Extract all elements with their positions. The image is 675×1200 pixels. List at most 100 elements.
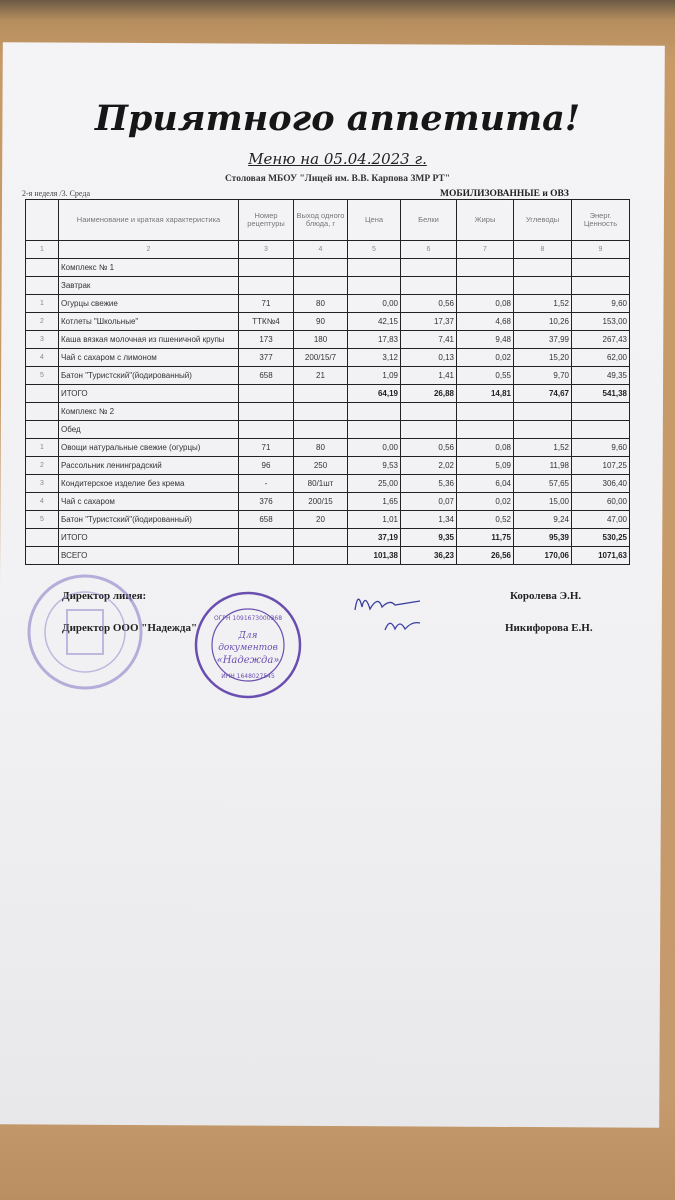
table-row: 3 Каша вязкая молочная из пшеничной крупы…: [25, 330, 630, 349]
portion-weight: 80/1шт: [293, 474, 348, 493]
table-row: 2 Котлеты "Школьные" ТТК№4 90 42,15 17,37 4,68…: [25, 312, 630, 331]
price: 42,15: [347, 312, 401, 331]
price: 3,12: [347, 348, 401, 367]
energy-value: 60,00: [571, 492, 630, 511]
proteins: 0,56: [400, 294, 457, 313]
total-label: ВСЕГО: [58, 546, 239, 565]
empty-cell: [456, 402, 514, 421]
empty-cell: [25, 420, 59, 439]
handwritten-signature: [354, 598, 421, 631]
energy-value: 9,60: [571, 438, 630, 457]
recipe-number: 377: [238, 348, 294, 367]
empty-cell: [238, 384, 294, 403]
carbohydrates: 9,70: [513, 366, 572, 385]
column-header: Энерг. Ценность: [571, 199, 630, 241]
meal-breakfast-label: Завтрак: [58, 276, 239, 295]
fats: 0,55: [456, 366, 514, 385]
empty-cell: [347, 276, 401, 295]
empty-cell: [400, 402, 457, 421]
portion-weight: 80: [293, 294, 348, 313]
ooo-director-name: Никифорова Е.Н.: [505, 622, 593, 634]
fats: 0,52: [456, 510, 514, 529]
row-index: 3: [25, 330, 59, 349]
carbohydrates: 10,26: [513, 312, 572, 331]
carbohydrates: 15,00: [513, 492, 572, 511]
meal-lunch: Обед: [25, 420, 630, 439]
energy-value: 49,35: [571, 366, 630, 385]
left-stamp: [27, 574, 143, 690]
carbohydrates: 1,52: [513, 438, 572, 457]
total-value: 36,23: [400, 546, 457, 565]
energy-value: 47,00: [571, 510, 630, 529]
empty-cell: [400, 276, 457, 295]
portion-weight: 200/15/7: [293, 348, 348, 367]
dish-name: Каша вязкая молочная из пшеничной крупы: [58, 330, 239, 349]
energy-value: 306,40: [571, 474, 630, 493]
portion-weight: 90: [293, 312, 348, 331]
price: 25,00: [347, 474, 401, 493]
total-value: 170,06: [513, 546, 572, 565]
total-value: 74,67: [513, 384, 572, 403]
meal-lunch-label: Обед: [58, 420, 239, 439]
energy-value: 9,60: [571, 294, 630, 313]
svg-text:ИНН 1648027545: ИНН 1648027545: [221, 673, 275, 680]
empty-cell: [571, 402, 630, 421]
table-row: 2 Рассольник ленинградский 96 250 9,53 2,02 5,…: [25, 456, 630, 475]
empty-cell: [25, 384, 59, 403]
total-label: ИТОГО: [58, 528, 239, 547]
row-index: 5: [25, 510, 59, 529]
empty-cell: [238, 420, 294, 439]
total-value: 9,35: [400, 528, 457, 547]
empty-cell: [238, 258, 294, 277]
price: 17,83: [347, 330, 401, 349]
fats: 5,09: [456, 456, 514, 475]
recipe-number: 71: [238, 438, 294, 457]
price: 1,65: [347, 492, 401, 511]
total-value: 95,39: [513, 528, 572, 547]
total-value: 64,19: [347, 384, 401, 403]
complex-2: Комплекс № 2: [25, 402, 630, 421]
portion-weight: 80: [293, 438, 348, 457]
empty-cell: [25, 276, 59, 295]
row-index: 1: [25, 438, 59, 457]
ooo-director-label: Директор ООО "Надежда": [62, 622, 198, 634]
proteins: 1,41: [400, 366, 457, 385]
carbohydrates: 11,98: [513, 456, 572, 475]
table-row: 3 Кондитерское изделие без крема -80/1шт 25…: [25, 474, 630, 493]
column-number: 1: [25, 240, 59, 259]
proteins: 7,41: [400, 330, 457, 349]
table-row: 4 Чай с сахаром с лимоном 377 200/15/7 3,12 0…: [25, 348, 630, 367]
canteen-name: Столовая МБОУ "Лицей им. В.В. Карпова ЗМ…: [224, 174, 451, 184]
empty-cell: [238, 546, 294, 565]
empty-cell: [25, 528, 59, 547]
table-row: 4 Чай с сахаром 376 200/15 1,65 0,07 0,02 15,00…: [25, 492, 630, 511]
meal-breakfast: Завтрак: [25, 276, 630, 295]
empty-cell: [347, 258, 401, 277]
empty-cell: [25, 402, 59, 421]
proteins: 0,07: [400, 492, 457, 511]
dish-name: Котлеты "Школьные": [58, 312, 239, 331]
column-header: [25, 199, 59, 241]
carbohydrates: 57,65: [513, 474, 572, 493]
empty-cell: [347, 420, 401, 439]
empty-cell: [25, 546, 59, 565]
dish-name: Рассольник ленинградский: [58, 456, 239, 475]
price: 0,00: [347, 438, 401, 457]
row-index: 3: [25, 474, 59, 493]
empty-cell: [456, 258, 514, 277]
empty-cell: [513, 258, 572, 277]
fats: 6,04: [456, 474, 514, 493]
empty-cell: [293, 402, 348, 421]
empty-cell: [400, 420, 457, 439]
portion-weight: 180: [293, 330, 348, 349]
carbohydrates: 37,99: [513, 330, 572, 349]
carbohydrates: 15,20: [513, 348, 572, 367]
svg-text:«Надежда»: «Надежда»: [217, 655, 280, 666]
fats: 9,48: [456, 330, 514, 349]
column-number: 6: [400, 240, 457, 259]
energy-value: 62,00: [571, 348, 630, 367]
menu-table: Наименование и краткая характеристика Ном…: [25, 199, 630, 565]
empty-cell: [293, 546, 348, 565]
energy-value: 107,25: [571, 456, 630, 475]
